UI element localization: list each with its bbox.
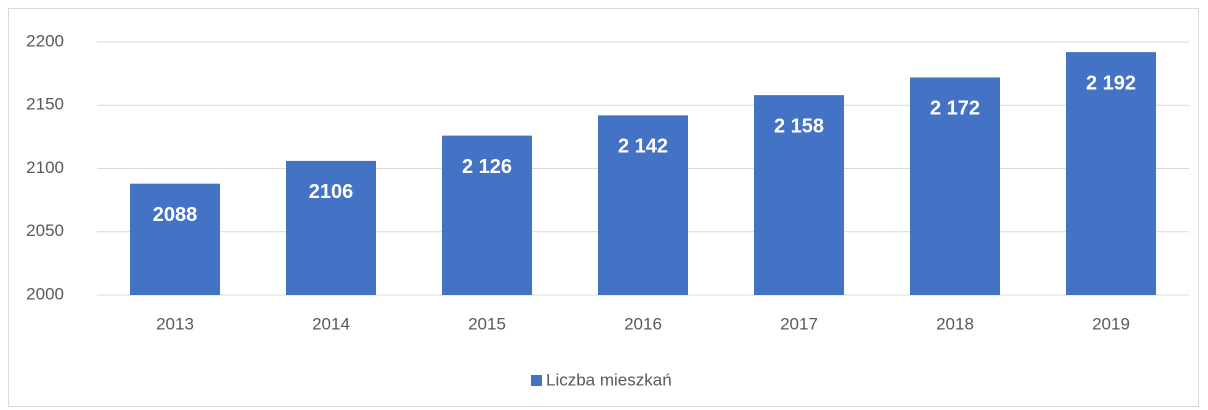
bar (442, 135, 532, 295)
y-tick-label: 2150 (26, 95, 64, 114)
value-label: 2 126 (462, 156, 512, 178)
x-tick-label: 2016 (624, 314, 662, 333)
x-tick-label: 2018 (936, 314, 974, 333)
x-tick-label: 2014 (312, 314, 350, 333)
value-label: 2 192 (1086, 72, 1136, 94)
x-tick-label: 2013 (156, 314, 194, 333)
value-label: 2 142 (618, 136, 668, 158)
value-label: 2 172 (930, 98, 980, 120)
x-tick-label: 2015 (468, 314, 506, 333)
bar (910, 77, 1000, 295)
value-label: 2 158 (774, 115, 824, 137)
bar (130, 183, 220, 295)
bar (754, 95, 844, 295)
y-tick-label: 2000 (26, 284, 64, 303)
value-label: 2088 (153, 204, 198, 226)
x-tick-label: 2019 (1092, 314, 1130, 333)
value-label: 2106 (309, 181, 354, 203)
legend-swatch (531, 375, 542, 386)
y-tick-label: 2200 (26, 31, 64, 50)
bar (598, 115, 688, 296)
bar (286, 160, 376, 295)
y-tick-label: 2050 (26, 221, 64, 240)
y-tick-label: 2100 (26, 158, 64, 177)
bar (1066, 52, 1156, 296)
legend-label: Liczba mieszkań (546, 370, 672, 389)
x-tick-label: 2017 (780, 314, 818, 333)
